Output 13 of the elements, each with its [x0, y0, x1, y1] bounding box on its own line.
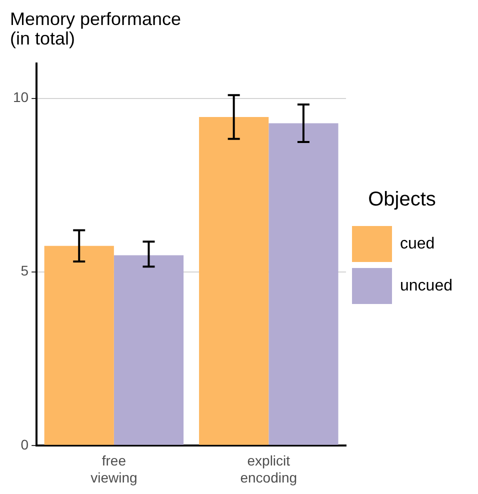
x-tick-label: explicit encoding	[240, 452, 298, 486]
legend-label: uncued	[400, 277, 452, 294]
y-tick-label: 0	[20, 436, 29, 452]
bar	[199, 117, 269, 445]
legend-title: Objects	[368, 188, 436, 211]
bar	[268, 123, 338, 445]
x-tick-label: free viewing	[90, 452, 138, 486]
y-tick-label: 10	[12, 89, 29, 106]
bar	[44, 246, 114, 445]
chart-title: Memory performance (in total)	[10, 8, 182, 49]
legend-label: cued	[400, 235, 435, 252]
bar	[114, 255, 184, 445]
y-tick-label: 5	[20, 262, 29, 279]
